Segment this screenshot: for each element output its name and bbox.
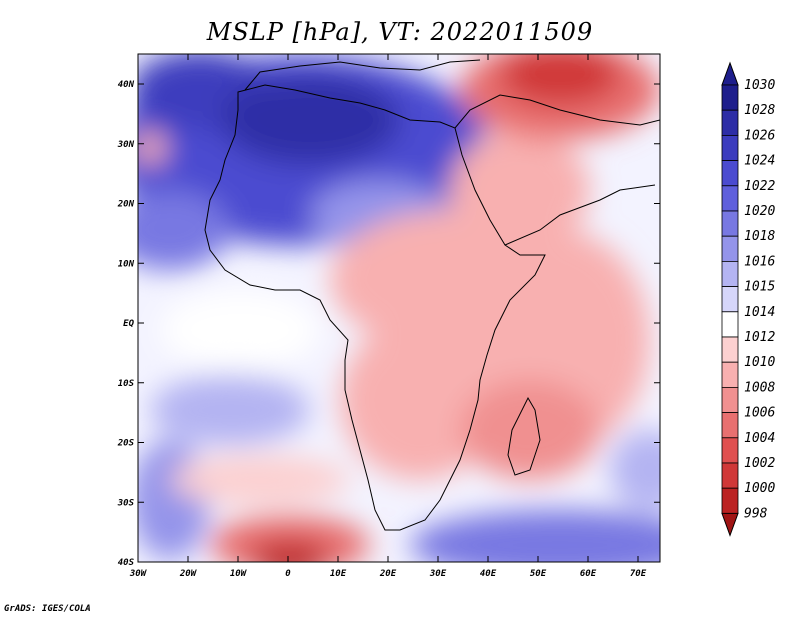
colorbar-label: 1015 xyxy=(744,280,775,295)
colorbar-label: 998 xyxy=(744,506,768,521)
colorbar-label: 1012 xyxy=(744,330,775,345)
colorbar-swatch xyxy=(721,336,739,363)
colorbar-swatch xyxy=(721,386,739,413)
lon-tick-label: 20W xyxy=(179,569,198,579)
lat-tick-label: 40S xyxy=(118,558,135,568)
colorbar-label: 1004 xyxy=(744,431,775,446)
lon-tick-label: 70E xyxy=(630,569,647,579)
lat-tick-label: 30S xyxy=(117,498,135,508)
map-title: MSLP [hPa], VT: 2022011509 xyxy=(206,18,594,46)
colorbar-label: 1002 xyxy=(744,456,775,471)
colorbar-swatch xyxy=(721,134,739,161)
colorbar: 1030 1028 1026 1024 1022 1020 1018 1016 1015 1014… xyxy=(721,61,775,537)
colorbar-swatch xyxy=(721,437,739,464)
colorbar-swatch xyxy=(721,210,739,237)
colorbar-label: 1018 xyxy=(744,229,775,244)
lat-tick-label: 10N xyxy=(118,259,135,269)
colorbar-arrow-bottom xyxy=(721,512,739,537)
colorbar-swatch xyxy=(721,462,739,489)
lat-tick-label: 40N xyxy=(118,80,135,90)
colorbar-label: 1026 xyxy=(744,128,775,143)
colorbar-swatch xyxy=(721,487,739,514)
lat-tick-label: 30N xyxy=(117,140,135,150)
colorbar-swatch xyxy=(721,361,739,388)
lon-tick-label: 20E xyxy=(379,569,397,579)
lat-tick-label: 20S xyxy=(117,439,135,449)
colorbar-label: 1030 xyxy=(744,78,775,93)
colorbar-swatch xyxy=(721,311,739,338)
colorbar-label: 1024 xyxy=(744,154,775,169)
lon-tick-label: 30E xyxy=(429,569,447,579)
lat-tick-label: 10S xyxy=(118,379,135,389)
colorbar-swatch xyxy=(721,84,739,111)
colorbar-label: 1000 xyxy=(744,481,775,496)
lat-tick-label: EQ xyxy=(123,319,134,329)
colorbar-label: 1020 xyxy=(744,204,775,219)
map-frame xyxy=(137,53,661,563)
pressure-field xyxy=(138,54,660,562)
colorbar-label: 1008 xyxy=(744,380,775,395)
colorbar-swatch xyxy=(721,235,739,262)
colorbar-label: 1006 xyxy=(744,406,775,421)
colorbar-label: 1014 xyxy=(744,305,775,320)
lat-tick-label: 20N xyxy=(117,200,135,210)
colorbar-arrow-top xyxy=(721,61,739,86)
lon-tick-label: 30W xyxy=(129,569,148,579)
colorbar-label: 1028 xyxy=(744,103,775,118)
grads-credit: GrADS: IGES/COLA xyxy=(4,604,91,614)
colorbar-swatch xyxy=(721,286,739,313)
lon-tick-label: 50E xyxy=(530,569,547,579)
colorbar-swatch xyxy=(721,109,739,136)
lon-tick-label: 60E xyxy=(580,569,597,579)
colorbar-swatch xyxy=(721,260,739,287)
lon-tick-label: 0 xyxy=(285,569,291,579)
colorbar-label: 1010 xyxy=(744,355,775,370)
colorbar-swatch xyxy=(721,412,739,439)
colorbar-swatch xyxy=(721,185,739,212)
colorbar-swatch xyxy=(721,160,739,187)
colorbar-label: 1016 xyxy=(744,254,775,269)
longitude-axis: 30W 20W 10W 0 10E 20E 30E 40E 50E 60E 70E xyxy=(129,54,647,579)
coastlines xyxy=(204,59,660,531)
latitude-axis: 40N 30N 20N 10N EQ 10S 20S 30S 40S xyxy=(117,80,660,568)
lon-tick-label: 10W xyxy=(230,569,248,579)
colorbar-label: 1022 xyxy=(744,179,775,194)
lon-tick-label: 10E xyxy=(330,569,347,579)
lon-tick-label: 40E xyxy=(480,569,497,579)
